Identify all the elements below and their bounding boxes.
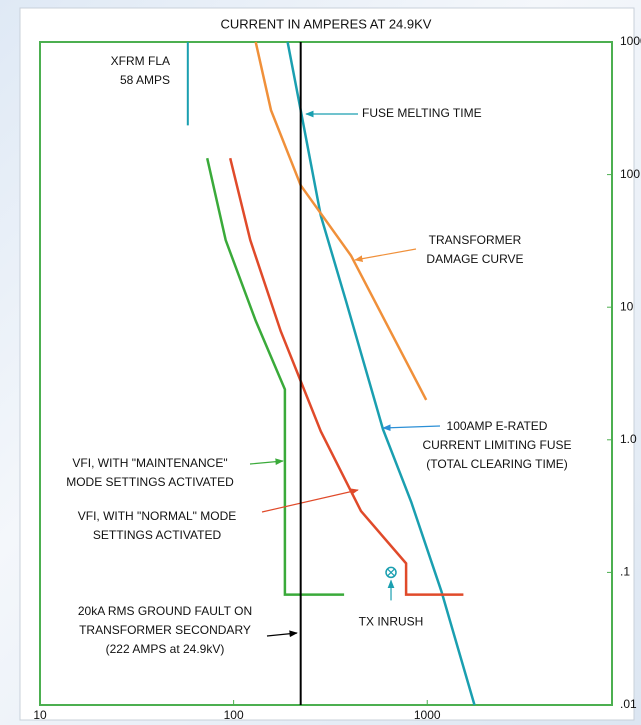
plot-frame <box>39 41 613 706</box>
y-tick-label: 1.0 <box>620 432 637 446</box>
arrow <box>261 488 359 513</box>
chart-title: CURRENT IN AMPERES AT 24.9KV <box>221 16 432 31</box>
inrush-label: TX INRUSH <box>359 615 424 629</box>
chart-panel <box>19 7 635 721</box>
fault-label: TRANSFORMER SECONDARY <box>79 623 251 637</box>
fault-label: (222 AMPS at 24.9kV) <box>106 642 225 656</box>
fla-label: XFRM FLA <box>111 54 170 68</box>
inrush-marker <box>385 566 397 579</box>
curve <box>228 157 464 596</box>
curve-label: 100AMP E-RATED <box>447 419 548 433</box>
y-tick-label: 100 <box>620 167 640 181</box>
curve-label: DAMAGE CURVE <box>426 252 523 266</box>
y-tick-label: 1000 <box>620 34 641 48</box>
x-tick-label: 10 <box>33 708 47 722</box>
curve <box>286 41 476 706</box>
curve-label: VFI, WITH "NORMAL" MODE <box>78 509 237 523</box>
curve-label: TRANSFORMER <box>429 233 522 247</box>
x-tick-label: 1000 <box>414 708 441 722</box>
arrow <box>249 458 284 466</box>
x-tick-label: 100 <box>224 708 244 722</box>
y-tick-label: .1 <box>620 565 630 579</box>
y-tick-label: .01 <box>620 697 637 711</box>
fla-label: 58 AMPS <box>120 73 170 87</box>
curve-label: (TOTAL CLEARING TIME) <box>426 457 568 471</box>
curve-label: VFI, WITH "MAINTENANCE" <box>72 456 227 470</box>
curve-label: FUSE MELTING TIME <box>362 106 482 120</box>
curve-label: MODE SETTINGS ACTIVATED <box>66 475 234 489</box>
fault-label: 20kA RMS GROUND FAULT ON <box>78 604 252 618</box>
curve-label: CURRENT LIMITING FUSE <box>422 438 571 452</box>
arrow <box>354 248 417 262</box>
curve-label: SETTINGS ACTIVATED <box>93 528 222 542</box>
inrush-cross <box>387 568 395 577</box>
curve <box>205 157 345 596</box>
arrow <box>266 630 298 638</box>
arrow <box>382 424 441 432</box>
y-tick-label: 10 <box>620 299 634 313</box>
